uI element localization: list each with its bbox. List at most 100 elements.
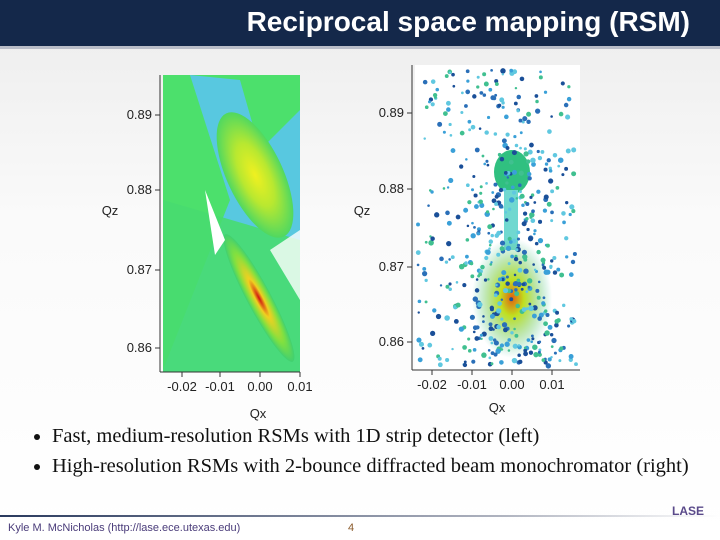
intensity-dot: [437, 362, 443, 368]
intensity-dot: [505, 275, 509, 279]
intensity-dot: [523, 147, 527, 151]
intensity-dot: [481, 154, 485, 158]
intensity-dot: [416, 263, 420, 267]
intensity-dot: [487, 224, 493, 230]
intensity-dot: [538, 75, 543, 80]
intensity-dot: [539, 70, 542, 74]
intensity-dot: [514, 86, 518, 90]
intensity-dot: [520, 287, 524, 291]
intensity-dot: [525, 290, 529, 294]
intensity-dot: [527, 171, 532, 177]
intensity-dot: [488, 87, 493, 92]
intensity-dot: [570, 259, 576, 265]
intensity-dot: [451, 72, 455, 77]
intensity-dot: [511, 357, 518, 364]
intensity-dot: [451, 347, 454, 351]
intensity-dot: [566, 96, 572, 102]
intensity-dot: [488, 326, 494, 332]
intensity-dot: [479, 333, 484, 337]
intensity-dot: [534, 94, 539, 98]
intensity-dot: [494, 194, 499, 199]
intensity-dot: [430, 330, 436, 336]
intensity-dot: [523, 268, 529, 274]
intensity-dot: [460, 91, 464, 95]
intensity-dot: [513, 273, 517, 277]
intensity-dot: [465, 69, 470, 74]
intensity-dot: [533, 201, 537, 204]
intensity-dot: [435, 87, 440, 92]
intensity-dot: [514, 143, 519, 148]
intensity-dot: [512, 343, 518, 349]
intensity-dot: [490, 341, 494, 345]
intensity-dot: [500, 298, 504, 301]
intensity-dot: [536, 149, 540, 154]
intensity-dot: [462, 362, 468, 368]
intensity-dot: [460, 110, 464, 115]
intensity-dot: [517, 267, 523, 273]
intensity-dot: [489, 313, 495, 319]
intensity-dot: [467, 349, 472, 353]
intensity-dot: [509, 297, 514, 302]
intensity-dot: [499, 360, 504, 365]
intensity-dot: [489, 305, 495, 311]
intensity-dot: [527, 236, 534, 242]
intensity-dot: [422, 79, 428, 85]
intensity-dot: [560, 81, 565, 86]
intensity-dot: [480, 264, 485, 270]
intensity-dot: [485, 249, 491, 255]
intensity-dot: [498, 187, 504, 193]
intensity-dot: [422, 266, 427, 271]
intensity-dot: [513, 256, 519, 262]
intensity-dot: [444, 260, 449, 264]
intensity-dot: [545, 363, 552, 369]
intensity-dot: [479, 91, 484, 95]
intensity-dot: [448, 177, 454, 184]
intensity-dot: [565, 148, 571, 154]
intensity-dot: [530, 340, 533, 344]
intensity-dot: [491, 198, 497, 204]
intensity-dot: [435, 313, 442, 320]
intensity-dot: [516, 230, 521, 235]
intensity-dot: [494, 82, 499, 87]
y-tick-label: 0.87: [127, 262, 152, 277]
intensity-dot: [499, 97, 505, 103]
intensity-dot: [500, 68, 506, 74]
bullet: High-resolution RSMs with 2-bounce diffr…: [52, 454, 692, 478]
intensity-dot: [493, 338, 497, 342]
intensity-dot: [455, 281, 459, 284]
intensity-dot: [472, 330, 476, 334]
intensity-dot: [445, 284, 450, 289]
intensity-dot: [488, 247, 491, 250]
intensity-dot: [430, 79, 436, 84]
intensity-dot: [538, 340, 542, 344]
intensity-dot: [554, 322, 559, 328]
intensity-dot: [536, 249, 541, 255]
intensity-dot: [493, 132, 498, 136]
intensity-dot: [464, 104, 468, 108]
intensity-dot: [427, 204, 430, 207]
footer-rule: [0, 515, 720, 517]
intensity-dot: [521, 282, 526, 287]
intensity-dot: [521, 203, 525, 207]
intensity-dot: [476, 85, 480, 89]
intensity-dot: [501, 105, 505, 109]
intensity-dot: [535, 108, 541, 114]
intensity-dot: [483, 81, 489, 87]
intensity-dot: [502, 187, 507, 192]
y-axis-label: Qz: [354, 203, 371, 218]
intensity-dot: [488, 322, 493, 327]
intensity-dot: [463, 207, 469, 213]
intensity-dot: [459, 130, 465, 136]
intensity-dot: [542, 208, 548, 213]
intensity-dot: [543, 309, 548, 313]
intensity-dot: [449, 134, 453, 137]
intensity-dot: [511, 150, 517, 156]
intensity-dot: [530, 334, 534, 338]
intensity-dot: [525, 202, 530, 207]
intensity-dot: [483, 162, 487, 166]
intensity-dot: [528, 350, 534, 355]
x-tick-label: 0.00: [499, 377, 524, 392]
intensity-dot: [490, 261, 493, 264]
intensity-dot: [473, 225, 476, 229]
intensity-dot: [553, 351, 557, 355]
